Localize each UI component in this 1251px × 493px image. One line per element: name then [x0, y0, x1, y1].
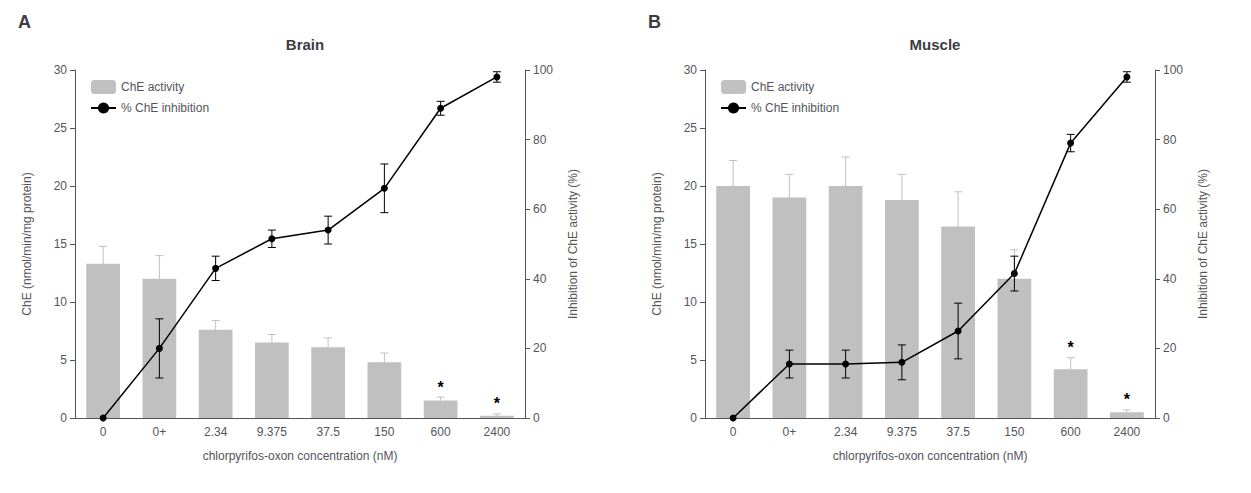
svg-text:A: A [18, 12, 31, 32]
svg-text:*: * [494, 395, 501, 412]
svg-text:*: * [438, 379, 445, 396]
svg-text:Brain: Brain [286, 36, 324, 53]
svg-text:ChE activity: ChE activity [751, 80, 814, 94]
svg-text:5: 5 [60, 353, 67, 367]
svg-text:0: 0 [100, 425, 107, 439]
svg-text:B: B [648, 12, 661, 32]
svg-text:20: 20 [1163, 341, 1177, 355]
svg-text:2400: 2400 [484, 425, 511, 439]
svg-text:chlorpyrifos-oxon concentratio: chlorpyrifos-oxon concentration (nM) [203, 449, 398, 463]
svg-text:20: 20 [533, 341, 547, 355]
svg-text:150: 150 [374, 425, 394, 439]
svg-text:9.375: 9.375 [257, 425, 287, 439]
svg-text:60: 60 [533, 202, 547, 216]
svg-text:80: 80 [1163, 133, 1177, 147]
svg-text:0+: 0+ [153, 425, 167, 439]
svg-text:15: 15 [54, 237, 68, 251]
svg-text:20: 20 [684, 179, 698, 193]
svg-text:ChE activity: ChE activity [121, 80, 184, 94]
svg-text:5: 5 [690, 353, 697, 367]
svg-text:0: 0 [690, 411, 697, 425]
svg-text:600: 600 [1061, 425, 1081, 439]
svg-text:*: * [1124, 391, 1131, 408]
svg-text:60: 60 [1163, 202, 1177, 216]
svg-text:% ChE inhibition: % ChE inhibition [751, 101, 839, 115]
svg-text:600: 600 [431, 425, 451, 439]
svg-text:100: 100 [533, 63, 553, 77]
svg-text:37.5: 37.5 [316, 425, 340, 439]
svg-text:2.34: 2.34 [834, 425, 858, 439]
svg-text:*: * [1068, 339, 1075, 356]
svg-text:25: 25 [684, 121, 698, 135]
svg-text:2400: 2400 [1114, 425, 1141, 439]
svg-text:% ChE inhibition: % ChE inhibition [121, 101, 209, 115]
svg-text:25: 25 [54, 121, 68, 135]
svg-text:20: 20 [54, 179, 68, 193]
svg-text:30: 30 [684, 63, 698, 77]
svg-text:ChE (nmol/min/mg protein): ChE (nmol/min/mg protein) [650, 172, 664, 315]
svg-text:0+: 0+ [783, 425, 797, 439]
svg-text:ChE (nmol/min/mg protein): ChE (nmol/min/mg protein) [20, 172, 34, 315]
svg-text:0: 0 [730, 425, 737, 439]
svg-text:40: 40 [533, 272, 547, 286]
svg-text:chlorpyrifos-oxon concentratio: chlorpyrifos-oxon concentration (nM) [833, 449, 1028, 463]
svg-text:0: 0 [60, 411, 67, 425]
svg-text:0: 0 [1163, 411, 1170, 425]
svg-text:Inhibition of ChE activity (%): Inhibition of ChE activity (%) [1196, 169, 1210, 319]
svg-text:10: 10 [684, 295, 698, 309]
svg-text:Inhibition of ChE activity (%): Inhibition of ChE activity (%) [566, 169, 580, 319]
svg-text:9.375: 9.375 [887, 425, 917, 439]
svg-text:15: 15 [684, 237, 698, 251]
svg-text:100: 100 [1163, 63, 1183, 77]
svg-text:150: 150 [1004, 425, 1024, 439]
svg-text:10: 10 [54, 295, 68, 309]
svg-text:2.34: 2.34 [204, 425, 228, 439]
svg-text:80: 80 [533, 133, 547, 147]
svg-text:30: 30 [54, 63, 68, 77]
svg-text:0: 0 [533, 411, 540, 425]
svg-text:40: 40 [1163, 272, 1177, 286]
svg-text:37.5: 37.5 [946, 425, 970, 439]
svg-text:Muscle: Muscle [910, 36, 961, 53]
